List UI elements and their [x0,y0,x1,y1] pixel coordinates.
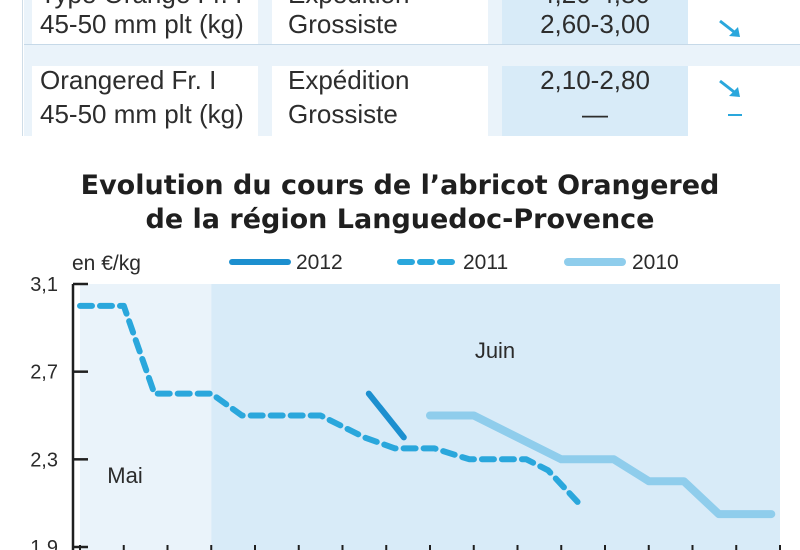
table-row: Type Orange Fr. I 45-50 mm plt (kg) Expé… [24,0,800,44]
month-zone [211,284,780,550]
legend-label: 2011 [463,251,508,274]
chart-title: Evolution du cours de l’abricot Orangere… [80,170,720,201]
product-cell: Orangered Fr. I 45-50 mm plt (kg) [32,65,258,136]
arrow-down-right-icon [719,19,740,37]
market-type-cell: Expédition Grossiste [272,0,488,44]
market-type: Grossiste [288,9,398,39]
chart-plot: Mai Juin 3,1 2,7 2,3 1,9 en €/kg 2012 2011 2010 [30,251,781,550]
month-label: Mai [107,463,142,488]
table-row: Orangered Fr. I 45-50 mm plt (kg) Expédi… [24,65,800,136]
price-range: 4,20-4,80 [502,0,688,10]
y-tick-label: 3,1 [30,274,58,296]
price-range: — [582,99,608,129]
price-table: Type Orange Fr. I 45-50 mm plt (kg) Expé… [0,0,800,136]
product-name: Type Orange Fr. I [40,0,242,10]
price-range: 2,10-2,80 [540,65,650,95]
chart-subtitle: de la région Languedoc-Provence [145,204,655,235]
price-range: 2,60-3,00 [540,9,650,39]
market-type: Grossiste [288,99,398,129]
product-name: Orangered Fr. I [40,65,217,95]
month-zone [80,284,212,550]
month-label: Juin [475,338,515,363]
dash-icon [728,114,742,116]
series-line-2012 [365,390,407,441]
legend-label: 2010 [632,251,679,274]
market-type: Expédition [288,65,410,95]
market-type-cell: Expédition Grossiste [272,65,488,136]
product-spec: 45-50 mm plt (kg) [40,99,244,129]
legend-label: 2012 [296,251,343,274]
arrow-down-right-icon [719,79,740,97]
trend-cell [688,0,800,44]
y-tick-label: 1,9 [30,537,58,550]
market-type: Expédition [288,0,409,10]
price-cell: 4,20-4,80 2,60-3,00 [502,0,688,44]
y-axis-unit: en €/kg [72,252,141,275]
y-tick-label: 2,3 [30,449,58,471]
series-line-2011 [77,302,582,507]
price-cell: 2,10-2,80 — [502,65,688,136]
price-chart: Evolution du cours de l’abricot Orangere… [0,150,800,550]
row-separator [24,44,800,45]
product-spec: 45-50 mm plt (kg) [40,9,244,39]
trend-cell [688,66,800,136]
product-cell: Type Orange Fr. I 45-50 mm plt (kg) [32,0,258,44]
y-tick-label: 2,7 [30,362,58,384]
series-line-2010 [426,411,776,519]
table-border [22,0,23,136]
